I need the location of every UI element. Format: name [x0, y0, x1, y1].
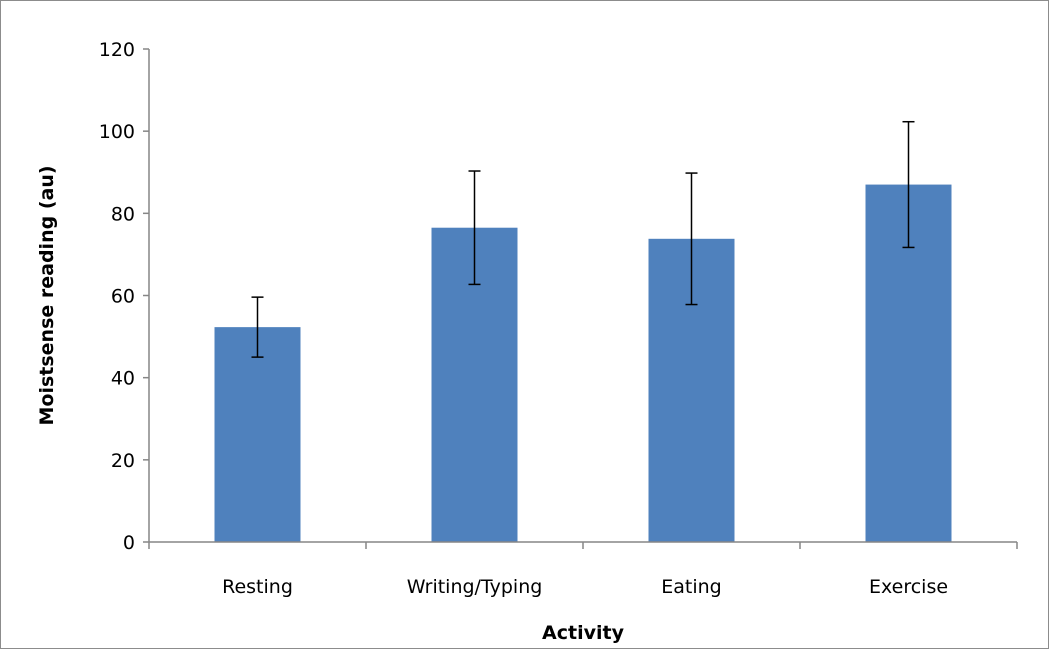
error-bar	[902, 120, 915, 249]
bar-resting	[214, 327, 301, 542]
error-bars	[251, 120, 915, 358]
x-category-label: Resting	[222, 576, 293, 598]
y-tick-label: 0	[123, 532, 135, 554]
y-tick-label: 80	[111, 203, 135, 225]
x-axis-category-labels: Resting Writing/Typing Eating Exercise	[222, 576, 948, 598]
error-bar	[251, 296, 264, 358]
x-category-label: Exercise	[869, 576, 948, 598]
y-tick-label: 20	[111, 450, 135, 472]
x-axis-title: Activity	[542, 622, 625, 644]
y-axis-title: Moistsense reading (au)	[36, 165, 58, 425]
y-axis-ticks: 0 20 40 60 80 100 120	[99, 39, 149, 554]
error-bar	[468, 170, 481, 286]
x-category-label: Writing/Typing	[407, 576, 543, 598]
y-tick-label: 100	[99, 121, 135, 143]
axes	[148, 49, 1018, 549]
x-category-label: Eating	[661, 576, 721, 598]
y-tick-label: 120	[99, 39, 135, 61]
y-tick-label: 60	[111, 286, 135, 308]
bars	[214, 184, 952, 542]
y-tick-label: 40	[111, 368, 135, 390]
error-bar	[685, 172, 698, 306]
